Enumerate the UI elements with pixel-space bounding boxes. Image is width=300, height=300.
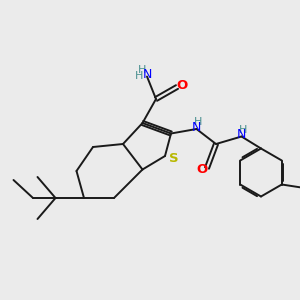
Text: H: H — [137, 65, 146, 75]
Text: N: N — [192, 121, 201, 134]
Text: O: O — [196, 163, 207, 176]
Text: N: N — [237, 128, 246, 142]
Text: S: S — [169, 152, 178, 166]
Text: H: H — [134, 71, 143, 81]
Text: O: O — [176, 79, 187, 92]
Text: H: H — [239, 125, 247, 135]
Text: H: H — [194, 117, 202, 128]
Text: N: N — [142, 68, 152, 82]
